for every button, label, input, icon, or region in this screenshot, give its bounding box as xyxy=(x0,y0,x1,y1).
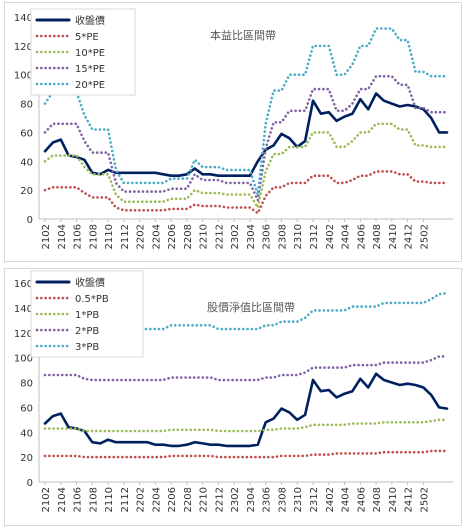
x-tick-label: 2406 xyxy=(356,224,367,249)
x-tick-label: 2312 xyxy=(309,224,320,249)
pe-band-chart-panel: 0 20 40 60 80 100 120 140 2102 2104 2106 2108 2110 21… xyxy=(4,2,462,262)
legend-label-0: 收盤價 xyxy=(75,276,105,289)
series-line-2 xyxy=(43,418,449,433)
x-tick-label: 2110 xyxy=(104,224,115,249)
x-tick-label: 2412 xyxy=(404,224,415,249)
x-tick-label: 2106 xyxy=(73,487,84,512)
y-tick-label: 120 xyxy=(14,42,33,53)
series-line-1 xyxy=(43,170,449,215)
x-tick-label: 2310 xyxy=(293,487,304,512)
x-tick-label: 2202 xyxy=(136,224,147,249)
x-tick-label: 2110 xyxy=(104,487,115,512)
y-tick-label: 140 xyxy=(14,304,33,315)
series-line-1 xyxy=(43,449,449,459)
pb-band-chart-panel: 0 20 40 60 80 100 120 140 160 2102 2104 2106 2108 211… xyxy=(4,268,462,526)
y-tick-label: 40 xyxy=(20,157,33,168)
x-tick-label: 2108 xyxy=(88,487,99,512)
x-tick-label: 2206 xyxy=(167,487,178,512)
x-tick-label: 2104 xyxy=(57,224,68,249)
y-tick-label: 60 xyxy=(20,403,33,414)
series-line-3 xyxy=(43,74,449,202)
legend-label-0: 收盤價 xyxy=(75,14,105,27)
y-tick-label: 120 xyxy=(14,329,33,340)
x-tick-label: 2404 xyxy=(341,487,352,512)
x-tick-label: 2102 xyxy=(41,224,52,249)
x-tick-label: 2502 xyxy=(419,487,430,512)
x-tick-label: 2106 xyxy=(73,224,84,249)
x-tick-label: 2302 xyxy=(230,487,241,512)
y-tick-label: 100 xyxy=(14,71,33,82)
x-tick-label: 2206 xyxy=(167,224,178,249)
legend-label-3: 15*PE xyxy=(75,64,105,75)
x-tick-label: 2502 xyxy=(419,224,430,249)
x-tick-label: 2212 xyxy=(214,224,225,249)
x-tick-label: 2204 xyxy=(151,487,162,512)
x-tick-label: 2402 xyxy=(325,224,336,249)
series-line-4 xyxy=(43,27,449,196)
y-tick-label: 20 xyxy=(20,186,33,197)
x-tick-label: 2406 xyxy=(356,487,367,512)
chart-title: 股價淨值比區間帶 xyxy=(207,300,295,314)
legend-label-1: 0.5*PB xyxy=(75,294,109,305)
y-tick-label: 20 xyxy=(20,453,33,464)
x-tick-label: 2112 xyxy=(120,224,131,249)
x-tick-label: 2308 xyxy=(277,224,288,249)
x-tick-label: 2208 xyxy=(183,224,194,249)
legend-label-3: 2*PB xyxy=(75,326,99,337)
x-tick-label: 2410 xyxy=(388,224,399,249)
x-tick-label: 2104 xyxy=(57,487,68,512)
series-line-3 xyxy=(43,355,449,382)
x-tick-label: 2306 xyxy=(262,224,273,249)
pe-band-chart: 0 20 40 60 80 100 120 140 2102 2104 2106 2108 2110 21… xyxy=(14,8,453,249)
x-tick-label: 2210 xyxy=(199,224,210,249)
x-tick-label: 2402 xyxy=(325,487,336,512)
x-tick-label: 2208 xyxy=(183,487,194,512)
x-tick-label: 2312 xyxy=(309,487,320,512)
legend-label-1: 5*PE xyxy=(75,32,99,43)
series-line-0 xyxy=(43,372,449,448)
y-tick-label: 140 xyxy=(14,13,33,24)
x-tick-label: 2410 xyxy=(388,487,399,512)
pb-band-chart: 0 20 40 60 80 100 120 140 160 2102 2104 2106 2108 211… xyxy=(14,270,453,512)
x-tick-label: 2204 xyxy=(151,224,162,249)
legend-box xyxy=(30,8,136,96)
x-tick-label: 2210 xyxy=(199,487,210,512)
series-line-0 xyxy=(43,92,449,177)
x-tick-label: 2408 xyxy=(372,487,383,512)
x-tick-label: 2212 xyxy=(214,487,225,512)
x-tick-label: 2302 xyxy=(230,224,241,249)
y-tick-label: 80 xyxy=(20,100,33,111)
x-tick-label: 2306 xyxy=(262,487,273,512)
x-tick-label: 2310 xyxy=(293,224,304,249)
x-tick-label: 2304 xyxy=(246,224,257,249)
legend-label-2: 1*PB xyxy=(75,310,99,321)
y-tick-label: 80 xyxy=(20,379,33,390)
x-tick-label: 2404 xyxy=(341,224,352,249)
legend-label-4: 20*PE xyxy=(75,80,105,91)
legend-label-2: 10*PE xyxy=(75,48,105,59)
x-tick-label: 2308 xyxy=(277,487,288,512)
x-tick-label: 2112 xyxy=(120,487,131,512)
x-tick-label: 2202 xyxy=(136,487,147,512)
x-tick-label: 2408 xyxy=(372,224,383,249)
x-tick-label: 2304 xyxy=(246,487,257,512)
y-tick-label: 40 xyxy=(20,428,33,439)
y-tick-label: 0 xyxy=(27,478,33,489)
series-line-2 xyxy=(43,122,449,209)
y-tick-label: 160 xyxy=(14,279,33,290)
x-tick-label: 2102 xyxy=(41,487,52,512)
x-tick-label: 2108 xyxy=(88,224,99,249)
y-tick-label: 60 xyxy=(20,128,33,139)
chart-title: 本益比區間帶 xyxy=(210,28,276,42)
y-tick-label: 100 xyxy=(14,354,33,365)
x-tick-label: 2412 xyxy=(404,487,415,512)
y-tick-label: 0 xyxy=(27,215,33,226)
legend-label-4: 3*PB xyxy=(75,342,99,353)
